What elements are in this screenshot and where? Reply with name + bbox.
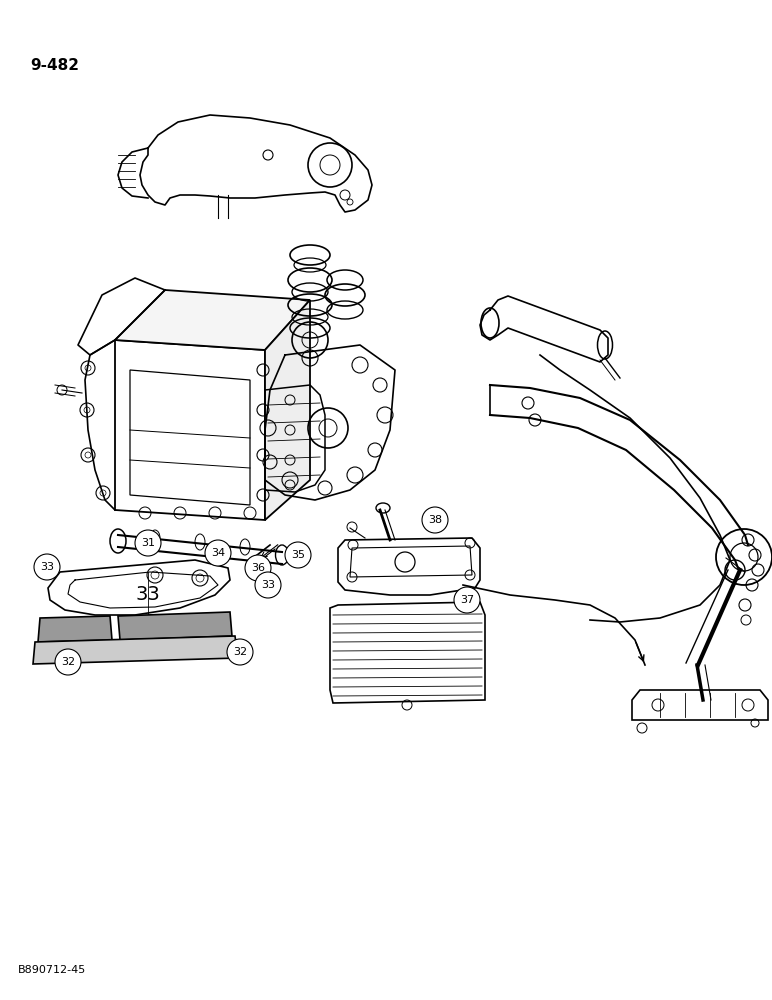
- Circle shape: [135, 530, 161, 556]
- Circle shape: [245, 555, 271, 581]
- Polygon shape: [115, 290, 310, 350]
- Text: 32: 32: [233, 647, 247, 657]
- Polygon shape: [265, 300, 310, 520]
- Text: 37: 37: [460, 595, 474, 605]
- Text: 9-482: 9-482: [30, 58, 79, 73]
- Circle shape: [205, 540, 231, 566]
- Text: 36: 36: [251, 563, 265, 573]
- Circle shape: [255, 572, 281, 598]
- Circle shape: [55, 649, 81, 675]
- Circle shape: [285, 542, 311, 568]
- Circle shape: [422, 507, 448, 533]
- Text: 33: 33: [40, 562, 54, 572]
- Circle shape: [227, 639, 253, 665]
- Text: 32: 32: [61, 657, 75, 667]
- Circle shape: [34, 554, 60, 580]
- Text: 34: 34: [211, 548, 225, 558]
- Polygon shape: [33, 636, 238, 664]
- Text: B890712-45: B890712-45: [18, 965, 86, 975]
- Text: 38: 38: [428, 515, 442, 525]
- Polygon shape: [38, 616, 112, 642]
- Text: 33: 33: [261, 580, 275, 590]
- Text: 31: 31: [141, 538, 155, 548]
- Text: 33: 33: [136, 585, 161, 604]
- Text: 35: 35: [291, 550, 305, 560]
- Circle shape: [454, 587, 480, 613]
- Polygon shape: [118, 612, 232, 640]
